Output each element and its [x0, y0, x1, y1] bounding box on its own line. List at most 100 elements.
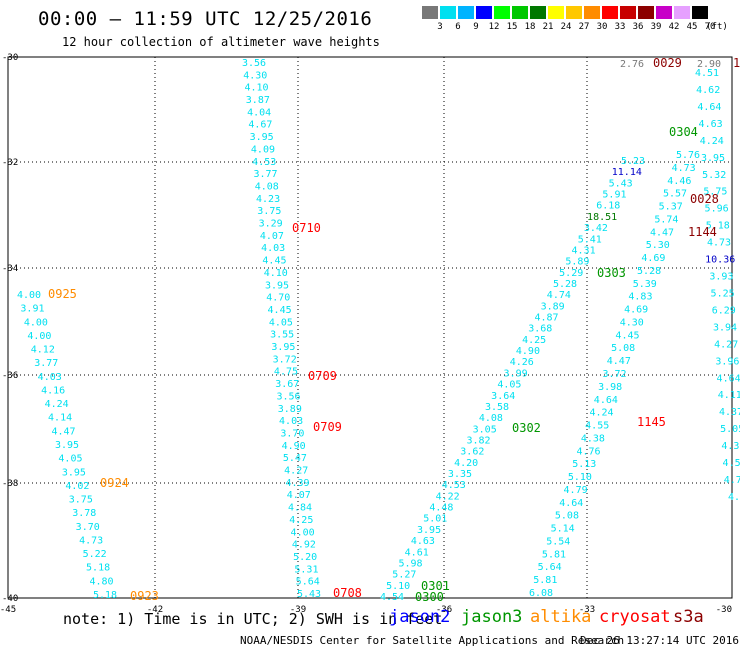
legend-unit: (ft) — [706, 22, 728, 32]
track-cryosat-value: 3.98 — [598, 382, 622, 393]
map-title: 00:00 – 11:59 UTC 12/25/2016 — [38, 8, 373, 30]
track-jason3-east-value: 3.89 — [541, 301, 565, 312]
track-jason3-center-value: 3.95 — [265, 280, 289, 291]
track-altika-west-value: 5.22 — [83, 549, 107, 560]
track-cryosat-value: 5.81 — [533, 575, 557, 586]
track-jason3-center-value: 4.75 — [274, 367, 298, 378]
track-far-east-value: 4.64 — [697, 102, 721, 113]
track-far-east-value: 4.8 — [728, 492, 740, 503]
legend-label: 36 — [632, 22, 644, 32]
track-far-east-value: 5.96 — [705, 204, 729, 215]
track-far-east-value: 10.36 — [705, 255, 735, 266]
legend-swatch-3 — [422, 6, 439, 19]
track-jason3-east-value: 4.74 — [547, 290, 571, 301]
track-jason3-center-value: 5.64 — [296, 577, 320, 588]
time-label: 0029 — [653, 56, 682, 70]
legend-label: 42 — [668, 22, 680, 32]
track-jason3-center-value: 5.20 — [293, 552, 317, 563]
corner-value: 2.76 — [620, 59, 644, 70]
track-jason3-east-value: 4.25 — [522, 335, 546, 346]
time-label: 0302 — [512, 421, 541, 435]
time-label: 0709 — [313, 420, 342, 434]
satellite-altika: altika — [530, 607, 592, 627]
track-jason3-center-value: 4.10 — [264, 268, 288, 279]
track-jason3-center-value: 3.95 — [250, 132, 274, 143]
track-jason3-center-value: 4.23 — [256, 194, 280, 205]
track-far-east-value: 4.74 — [724, 475, 740, 486]
map-subtitle: 12 hour collection of altimeter wave hei… — [62, 35, 380, 49]
time-label: 0709 — [308, 369, 337, 383]
track-far-east-value: 6.29 — [712, 305, 736, 316]
track-jason3-center-value: 3.72 — [273, 354, 297, 365]
track-jason3-center-value: 4.67 — [248, 120, 272, 131]
track-jason3-center-value: 3.56 — [276, 391, 300, 402]
track-far-east-value: 3.95 — [701, 153, 725, 164]
time-label: 0303 — [597, 266, 626, 280]
satellite-jason2: jason2 — [389, 607, 451, 627]
track-altika-west-value: 4.16 — [41, 385, 65, 396]
legend-label: 39 — [650, 22, 662, 32]
track-jason3-east-value: 3.68 — [528, 324, 552, 335]
time-label: 0301 — [421, 579, 450, 593]
satellite-cryosat: cryosat — [599, 607, 671, 627]
track-jason3-center-value: 4.10 — [245, 83, 269, 94]
legend-swatch-33 — [602, 6, 619, 19]
track-far-east-value: 4.27 — [714, 339, 738, 350]
track-altika-west-value: 4.00 — [24, 317, 48, 328]
track-jason3-east-value: 4.26 — [510, 357, 534, 368]
footer-timestamp: Dec 26 13:27:14 UTC 2016 — [580, 634, 739, 647]
legend-label: 27 — [578, 22, 590, 32]
track-jason3-center-value: 4.03 — [261, 243, 285, 254]
track-jason3-east-value: 4.87 — [534, 313, 558, 324]
legend-label: 30 — [596, 22, 608, 32]
track-jason3-east-value: 3.05 — [473, 424, 497, 435]
track-cryosat-value: 4.47 — [650, 227, 674, 238]
time-label: 0710 — [292, 221, 321, 235]
lat-label: -34 — [2, 264, 18, 274]
track-jason3-east-value: 5.27 — [392, 570, 416, 581]
track-cryosat-value: 5.10 — [568, 472, 592, 483]
track-jason3-center-value: 3.29 — [259, 219, 283, 230]
track-jason3-center-value: 3.75 — [257, 206, 281, 217]
track-jason3-center-value: 3.56 — [242, 58, 266, 69]
track-jason3-center-value: 4.84 — [288, 503, 312, 514]
lon-label: -42 — [147, 605, 163, 615]
track-jason3-east-value: 5.29 — [559, 268, 583, 279]
legend-swatch-27 — [566, 6, 583, 19]
track-jason3-center-value: 4.07 — [260, 231, 284, 242]
lon-label: -45 — [0, 605, 16, 615]
track-far-east-value: 5.18 — [706, 221, 730, 232]
track-altika-west-value: 4.00 — [17, 290, 41, 301]
legend-label: 15 — [506, 22, 518, 32]
legend-swatch-15 — [494, 6, 511, 19]
track-far-east-value: 5.75 — [703, 187, 727, 198]
track-altika-west-value: 3.95 — [55, 440, 79, 451]
track-cryosat-value: 5.64 — [538, 562, 562, 573]
track-far-east-value: 4.73 — [707, 238, 731, 249]
track-far-east-value: 3.96 — [715, 356, 739, 367]
track-far-east-value: 3.94 — [713, 322, 737, 333]
legend-swatch-24 — [548, 6, 565, 19]
track-jason3-center-value: 4.30 — [243, 70, 267, 81]
time-label: 0925 — [48, 287, 77, 301]
track-cryosat-value: 4.64 — [559, 498, 583, 509]
track-cryosat-value: 6.08 — [529, 588, 553, 599]
lat-label: -38 — [2, 479, 18, 489]
track-jason3-east-value: 6.18 — [596, 201, 620, 212]
lat-label: -40 — [2, 594, 18, 604]
track-cryosat-value: 4.38 — [581, 433, 605, 444]
time-label: 0304 — [669, 125, 698, 139]
time-label: 0924 — [100, 476, 129, 490]
track-altika-west-value: 3.78 — [72, 508, 96, 519]
track-jason3-east-value: 5.91 — [602, 190, 626, 201]
track-altika-west-value: 3.75 — [69, 495, 93, 506]
track-cryosat-value: 5.08 — [611, 343, 635, 354]
corner-value: 2.90 — [697, 59, 721, 70]
track-cryosat-value: 5.57 — [663, 189, 687, 200]
track-altika-west-value: 4.73 — [79, 535, 103, 546]
track-jason3-east-value: 3.62 — [460, 447, 484, 458]
track-altika-west-value: 3.77 — [34, 358, 58, 369]
track-jason3-east-value: 18.51 — [587, 212, 617, 223]
lon-label: -36 — [436, 605, 452, 615]
